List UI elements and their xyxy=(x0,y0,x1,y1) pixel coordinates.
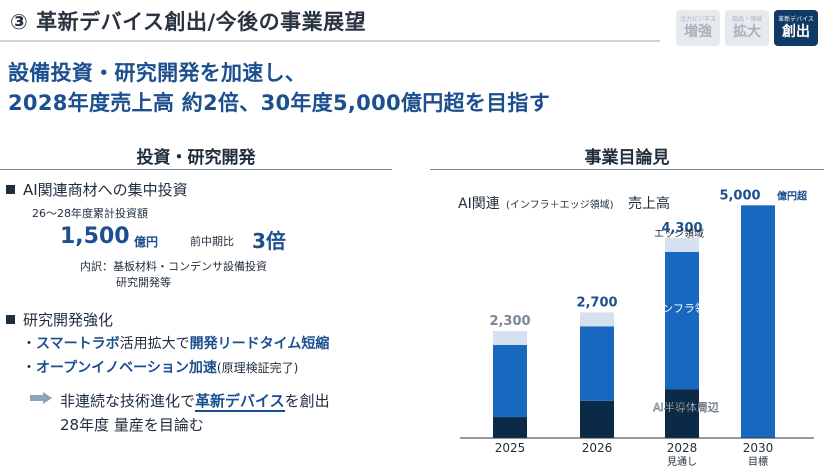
conclusion-a: 非連続な技術進化で xyxy=(60,392,196,410)
conclusion-c: を創出 xyxy=(284,392,330,410)
series-label: AI半導体周辺 xyxy=(653,400,719,414)
title-divider xyxy=(0,40,660,42)
badge-expand-label: 拡大 xyxy=(733,23,761,40)
bar-segment xyxy=(493,344,527,418)
innovative-device-text: 革新デバイス xyxy=(195,392,285,412)
left-section-divider xyxy=(0,169,392,170)
breakdown-line-1: 内訳：基板材料・コンデンサ設備投資 xyxy=(80,260,267,273)
x-tick-label: 2025 xyxy=(495,441,526,455)
data-label: 4,300 xyxy=(661,221,702,236)
rnd-item-open-innovation-prefix: ・ xyxy=(22,360,36,376)
ratio-value: 3倍 xyxy=(252,229,286,253)
bar-segment xyxy=(580,326,614,401)
bar-total xyxy=(741,205,775,438)
open-innovation-note: (原理検証完了) xyxy=(216,361,299,375)
bar-segment xyxy=(580,400,614,438)
bar-segment xyxy=(665,237,699,252)
bullet-rnd: 研究開発強化 xyxy=(6,309,113,330)
series-label: エッジ領域 xyxy=(654,227,704,240)
badge-create-caption: 革新デバイス xyxy=(778,15,814,23)
badge-enhance-caption: 注力ビジネス xyxy=(679,15,716,23)
sales-outlook-chart: AI関連 (インフラ＋エッジ領域) 売上高 2,300 2025 2,700 2026… xyxy=(458,188,814,468)
bullet-investment: AI関連商材への集中投資 xyxy=(6,179,188,200)
left-section-heading: 投資・研究開発 xyxy=(136,148,256,168)
data-label-unit: 億円超 xyxy=(777,189,808,202)
conclusion-line-2: 28年度 量産を目論む xyxy=(60,416,204,434)
bullet-rnd-text: 研究開発強化 xyxy=(23,311,114,329)
right-arrow-icon xyxy=(30,392,52,404)
badge-create-label: 創出 xyxy=(782,23,810,40)
category-badges: 注力ビジネス 増強 商品・領域 拡大 革新デバイス 創出 xyxy=(676,10,818,46)
rnd-item-open-innovation: ・オープンイノベーション加速(原理検証完了) xyxy=(22,357,298,377)
investment-amount: 1,500 xyxy=(60,224,130,249)
headline-line-1: 設備投資・研究開発を加速し、 xyxy=(8,61,307,85)
data-label: 2,300 xyxy=(489,314,530,329)
x-tick-sublabel: 見通し xyxy=(667,456,697,468)
investment-amount-unit: 億円 xyxy=(134,235,159,249)
data-label: 5,000 xyxy=(719,188,760,203)
rnd-item-smartlab-prefix: ・ xyxy=(22,336,36,352)
smartlab-mid-text: 活用拡大で xyxy=(119,336,190,352)
badge-enhance: 注力ビジネス 増強 xyxy=(676,10,720,46)
rnd-item-smartlab: ・スマートラボ活用拡大で開発リードタイム短縮 xyxy=(22,333,329,353)
bar-segment xyxy=(665,389,699,438)
badge-expand-caption: 商品・領域 xyxy=(731,15,762,23)
bar-segment xyxy=(493,417,527,438)
open-innovation-text: オープンイノベーション加速 xyxy=(36,360,217,376)
ratio-label: 前中期比 xyxy=(190,235,234,248)
leadtime-text: 開発リードタイム短縮 xyxy=(189,336,330,352)
x-tick-sublabel: 目標 xyxy=(748,455,768,468)
chart-title: AI関連 xyxy=(458,196,500,212)
data-label: 2,700 xyxy=(576,295,617,310)
chart-title-note: (インフラ＋エッジ領域) xyxy=(506,198,614,211)
headline-line-2: 2028年度売上高 約2倍、30年度5,000億円超を目指す xyxy=(8,91,551,115)
page-title: ③ 革新デバイス創出/今後の事業展望 xyxy=(10,10,367,34)
x-tick-label: 2028 xyxy=(667,441,698,455)
chart-title-suffix: 売上高 xyxy=(628,195,670,212)
breakdown-line-2: 研究開発等 xyxy=(116,276,171,289)
cumulative-investment-label: 26～28年度累計投資額 xyxy=(32,207,148,220)
bar-segment xyxy=(665,251,699,390)
x-tick-label: 2030 xyxy=(743,441,774,455)
badge-enhance-label: 増強 xyxy=(684,23,712,40)
x-tick-label: 2026 xyxy=(582,441,613,455)
badge-expand: 商品・領域 拡大 xyxy=(725,10,769,46)
badge-create: 革新デバイス 創出 xyxy=(774,10,818,46)
bar-segment xyxy=(580,312,614,327)
conclusion-line-1: 非連続な技術進化で革新デバイスを創出 xyxy=(60,390,330,412)
bullet-investment-text: AI関連商材への集中投資 xyxy=(23,181,188,199)
bar-segment xyxy=(493,330,527,345)
smartlab-text: スマートラボ xyxy=(36,336,120,352)
investment-panel: AI関連商材への集中投資 26～28年度累計投資額 1,500 億円 前中期比 … xyxy=(0,170,400,473)
square-bullet-icon xyxy=(6,315,15,324)
series-label: インフラ領域 xyxy=(651,301,717,315)
right-section-divider xyxy=(430,169,824,170)
square-bullet-icon xyxy=(6,185,15,194)
right-section-heading: 事業目論見 xyxy=(584,148,670,168)
